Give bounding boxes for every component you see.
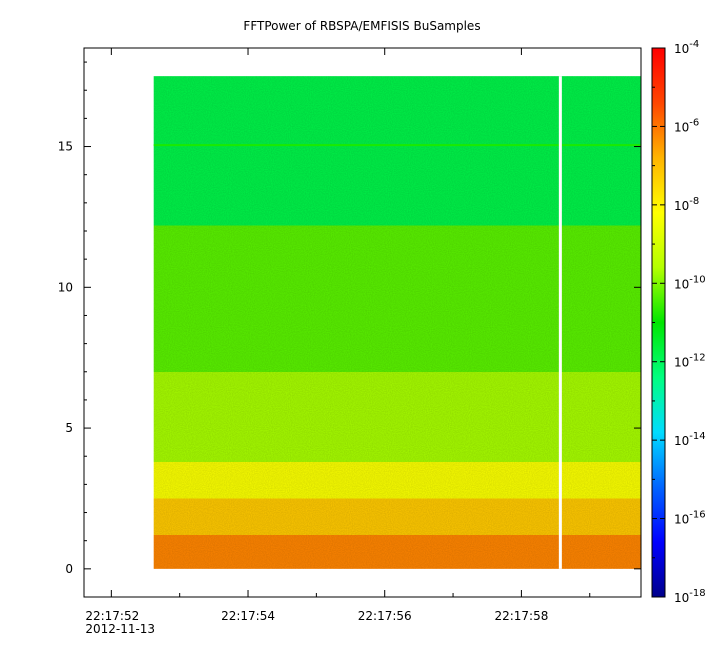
x-tick-label: 22:17:58 [494,609,548,623]
line-feature [153,144,641,147]
x-tick-label: 22:17:54 [221,609,275,623]
x-date-label: 2012-11-13 [85,622,155,636]
colorbar-tick-label: 10-12 [674,353,706,370]
colorbar-tick-label: 10-8 [674,196,699,213]
x-tick-label: 22:17:52 [85,609,139,623]
colorbar-fill [652,48,665,597]
plot-frame [83,47,642,598]
x-tick-label: 22:17:56 [358,609,412,623]
x-axis: 22:17:52 22:17:54 22:17:56 22:17:58 [85,48,591,623]
y-axis: 0 5 10 15 [58,61,641,576]
y-tick-label: 0 [65,562,73,576]
colorbar-tick-label: 10-14 [674,431,706,448]
y-tick-label: 10 [58,280,73,294]
plot-area [83,47,642,598]
chart-title: FFTPower of RBSPA/EMFISIS BuSamples [243,19,480,33]
colorbar-tick-label: 10-16 [674,510,706,527]
colorbar-tick-label: 10-6 [674,117,699,134]
colorbar: 10-4 10-6 10-8 10-10 10-12 10-14 10-16 10-18 [651,39,706,605]
y-tick-label: 5 [65,421,73,435]
colorbar-tick-label: 10-18 [674,588,706,605]
colorbar-tick-label: 10-10 [674,274,706,291]
colorbar-tick-label: 10-4 [674,39,699,56]
data-gap [558,76,562,569]
y-tick-label: 15 [58,140,73,154]
spectrogram-noise [153,76,641,569]
colorbar-ticks: 10-4 10-6 10-8 10-10 10-12 10-14 10-16 10-18 [652,39,706,605]
